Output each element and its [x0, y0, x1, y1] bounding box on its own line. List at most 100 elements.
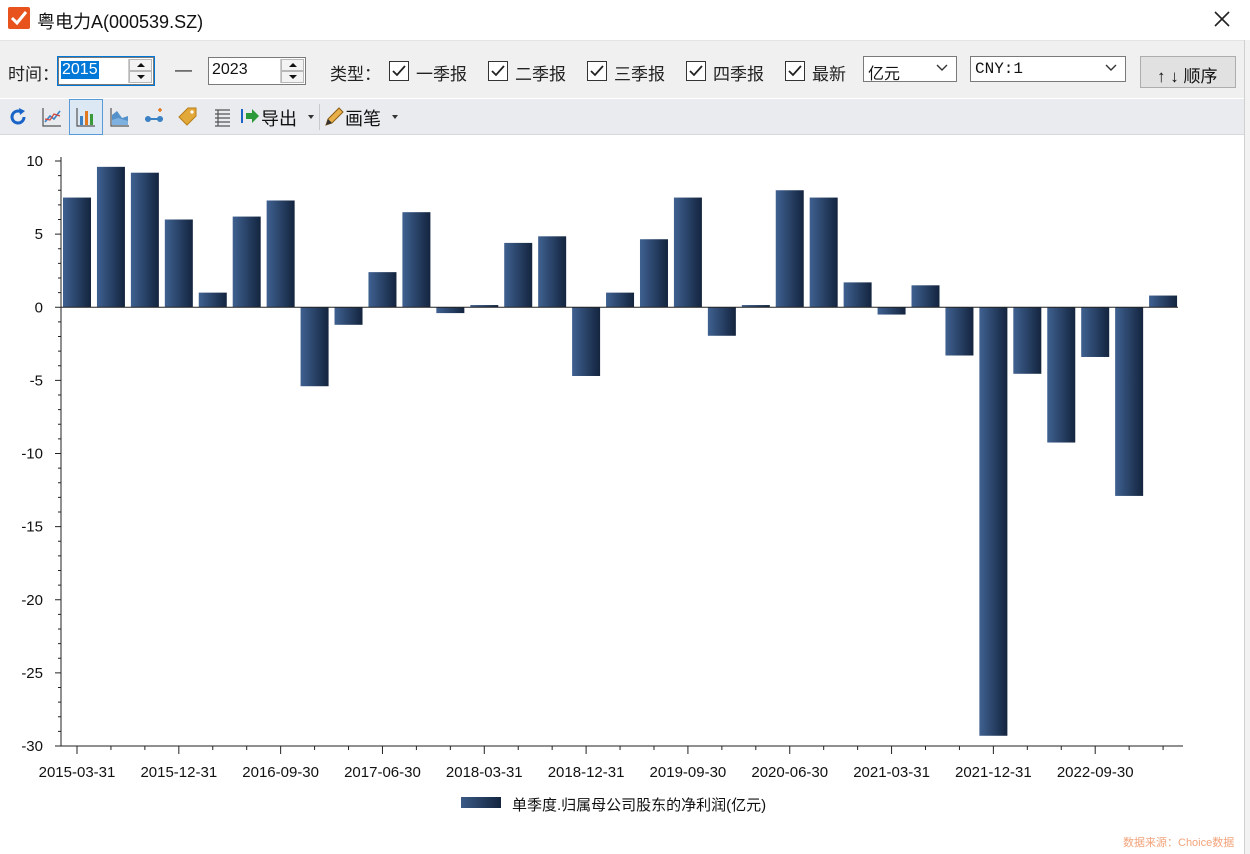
pen-label[interactable]: 画笔 — [345, 109, 381, 129]
bar-2021-12-31 — [979, 307, 1008, 736]
bar-2020-03-31 — [741, 305, 770, 308]
scatter-icon[interactable] — [142, 105, 166, 129]
x-tick-label: 2018-03-31 — [446, 764, 523, 781]
bar-2018-06-30 — [504, 242, 533, 308]
checkbox-q4-label[interactable]: 四季报 — [713, 65, 764, 84]
x-tick-label: 2016-09-30 — [242, 764, 319, 781]
toolbar-separator — [319, 104, 320, 130]
range-dash: — — [175, 60, 192, 79]
y-tick-label: -10 — [21, 446, 43, 463]
checkbox-q2-label[interactable]: 二季报 — [515, 65, 566, 84]
legend-swatch — [461, 797, 501, 808]
table-icon[interactable] — [210, 105, 234, 129]
y-tick-label: -20 — [21, 592, 43, 609]
bar-2017-03-31 — [334, 307, 363, 325]
start-year-up-button[interactable] — [129, 59, 152, 71]
bar-2022-12-31 — [1115, 307, 1144, 496]
legend-label: 单季度.归属母公司股东的净利润(亿元) — [512, 797, 767, 814]
bar-2020-06-30 — [775, 190, 804, 308]
currency-select-value: CNY:1 — [975, 60, 1024, 78]
bar-2015-03-31 — [63, 197, 91, 308]
x-tick-label: 2022-09-30 — [1057, 764, 1134, 781]
bar-2018-03-31 — [470, 305, 499, 308]
checkbox-q3-label[interactable]: 三季报 — [614, 65, 665, 84]
start-year-spinner[interactable]: 2015 — [58, 57, 154, 85]
bar-2015-06-30 — [96, 166, 125, 308]
order-button[interactable]: ↑ ↓ 顺序 — [1140, 56, 1236, 88]
tag-icon[interactable] — [176, 105, 200, 129]
checkbox-q1-label[interactable]: 一季报 — [416, 65, 467, 84]
bar-2017-06-30 — [368, 272, 397, 308]
line-chart-icon[interactable] — [40, 105, 64, 129]
pen-icon[interactable] — [322, 105, 346, 129]
data-source-note: 数据来源：Choice数据 — [1123, 837, 1235, 849]
x-tick-label: 2018-12-31 — [548, 764, 625, 781]
app-check-icon — [8, 7, 30, 29]
unit-select[interactable]: 亿元 — [863, 56, 957, 83]
export-icon[interactable] — [238, 105, 262, 129]
checkbox-q2[interactable] — [488, 61, 508, 81]
bar-chart: 10 5 0 -5 -10 -15 -20 -25 -30 2015-03-31 2015-12-3… — [21, 153, 1183, 781]
x-tick-label: 2021-03-31 — [853, 764, 930, 781]
bar-2019-03-31 — [606, 292, 635, 308]
pen-dropdown-icon[interactable] — [392, 115, 398, 119]
bar-2018-12-31 — [572, 307, 601, 376]
title-bar: 粤电力A(000539.SZ) — [0, 0, 1250, 38]
bar-2023-03-31 — [1149, 295, 1178, 308]
bar-2022-06-30 — [1047, 307, 1076, 443]
x-tick-label: 2020-06-30 — [751, 764, 828, 781]
y-tick-label: -15 — [21, 519, 43, 536]
end-year-up-button[interactable] — [281, 59, 304, 71]
checkbox-latest[interactable] — [785, 61, 805, 81]
end-year-down-button[interactable] — [281, 71, 304, 83]
window-title: 粤电力A(000539.SZ) — [37, 12, 204, 32]
bar-2015-12-31 — [164, 219, 193, 308]
start-year-down-button[interactable] — [129, 71, 152, 83]
bar-2018-09-30 — [538, 236, 567, 308]
checkbox-q4[interactable] — [686, 61, 706, 81]
x-tick-label: 2015-03-31 — [39, 764, 116, 781]
window-right-edge — [1244, 40, 1250, 854]
bar-2022-09-30 — [1081, 307, 1110, 357]
bar-2016-09-30 — [266, 200, 295, 308]
bar-2016-03-31 — [198, 292, 227, 308]
x-tick-label: 2015-12-31 — [140, 764, 217, 781]
export-dropdown-icon[interactable] — [308, 115, 314, 119]
bar-2020-12-31 — [843, 282, 872, 308]
refresh-icon[interactable] — [6, 105, 30, 129]
y-tick-label: 10 — [26, 153, 43, 170]
end-year-value[interactable]: 2023 — [212, 61, 248, 78]
bar-2017-09-30 — [402, 212, 431, 308]
bar-2015-09-30 — [130, 172, 159, 308]
x-tick-label: 2021-12-31 — [955, 764, 1032, 781]
checkbox-q3[interactable] — [587, 61, 607, 81]
area-chart-icon[interactable] — [108, 105, 132, 129]
x-tick-label: 2017-06-30 — [344, 764, 421, 781]
chevron-down-icon — [1105, 64, 1117, 71]
start-year-focus — [57, 56, 155, 86]
bar-chart-icon[interactable] — [74, 105, 98, 129]
type-label: 类型： — [330, 65, 381, 84]
bar-2021-09-30 — [945, 307, 974, 356]
bar-2021-06-30 — [911, 285, 940, 308]
bar-2020-09-30 — [809, 197, 838, 308]
order-button-label: ↑ ↓ 顺序 — [1157, 67, 1218, 86]
export-label[interactable]: 导出 — [261, 109, 297, 129]
start-year-value[interactable]: 2015 — [61, 61, 99, 79]
chart-toolbar — [0, 99, 1250, 135]
unit-select-value: 亿元 — [868, 66, 901, 83]
currency-select[interactable]: CNY:1 — [970, 56, 1126, 82]
time-label: 时间： — [8, 65, 59, 84]
y-tick-label: -30 — [21, 738, 43, 755]
x-tick-label: 2019-09-30 — [650, 764, 727, 781]
bar-2017-12-31 — [436, 307, 465, 314]
y-tick-label: 5 — [35, 226, 43, 243]
y-tick-label: -25 — [21, 665, 43, 682]
close-icon[interactable] — [1206, 4, 1238, 34]
checkbox-latest-label[interactable]: 最新 — [812, 65, 846, 84]
end-year-spinner[interactable]: 2023 — [208, 57, 306, 85]
bar-2016-12-31 — [300, 307, 329, 387]
checkbox-q1[interactable] — [389, 61, 409, 81]
bar-2022-03-31 — [1013, 307, 1042, 374]
